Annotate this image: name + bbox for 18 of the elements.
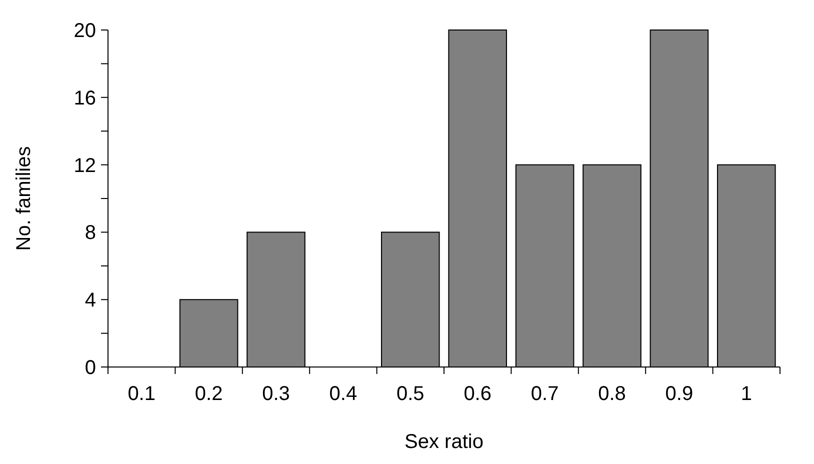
y-tick-label: 4: [84, 290, 96, 312]
y-axis-title: No. families: [13, 146, 35, 251]
y-tick-label: 16: [74, 87, 96, 110]
x-tick-label: 1: [740, 383, 752, 405]
y-tick-label: 12: [74, 154, 96, 177]
x-tick-label: 0.6: [464, 383, 492, 405]
x-tick-label: 0.7: [530, 383, 559, 405]
x-tick-label: 0.5: [396, 383, 424, 405]
y-tick-label: 8: [84, 222, 96, 244]
x-tick-label: 0.3: [262, 383, 290, 405]
x-axis-title: Sex ratio: [404, 431, 484, 453]
x-tick-label: 0.4: [329, 383, 358, 405]
x-tick-label: 0.2: [194, 383, 223, 405]
y-tick-label: 20: [74, 20, 96, 42]
y-tick-label: 0: [84, 357, 96, 379]
x-tick-label: 0.9: [665, 383, 694, 405]
x-tick-label: 0.8: [598, 383, 626, 405]
x-tick-label: 0.1: [128, 383, 156, 405]
